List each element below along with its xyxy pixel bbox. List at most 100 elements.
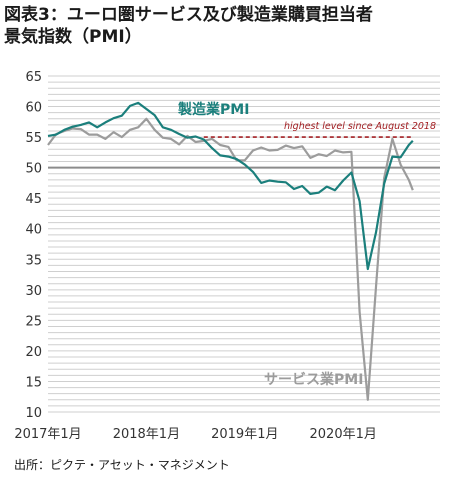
data-point [317,191,319,193]
y-tick-label: 35 [25,253,42,268]
data-point [137,126,139,128]
x-tick-label: 2018年1月 [113,427,180,442]
data-point [399,156,401,158]
data-point [408,144,410,146]
y-tick-label: 25 [25,314,42,329]
data-point [80,128,82,130]
data-point [375,231,377,233]
data-point [88,121,90,123]
data-point [162,126,164,128]
series-line-manufacturing-pmi [47,101,414,271]
data-point [399,163,401,165]
data-point [252,149,254,151]
data-point [285,181,287,183]
data-point [194,135,196,137]
data-point [326,185,328,187]
data-point [244,159,246,161]
data-point [55,133,57,135]
data-point [383,182,385,184]
data-point [391,138,393,140]
data-point [301,145,303,147]
x-axis-tick-labels: 2017年1月 2018年1月 2019年1月 2020年1月 [14,427,377,442]
chart-title: 図表3：ユーロ圏サービス及び製造業購買担当者 景気指数（PMI） [4,4,456,48]
data-point [408,179,410,181]
data-point [342,179,344,181]
data-point [153,129,155,131]
y-tick-label: 30 [25,284,42,299]
data-point [391,155,393,157]
y-tick-label: 45 [25,192,42,207]
data-point [170,138,172,140]
y-tick-label: 60 [25,101,42,116]
data-point [350,151,352,153]
data-point [260,146,262,148]
data-point [47,135,49,137]
data-point [203,138,205,140]
data-point [170,129,172,131]
series-line-services-pmi [47,117,414,401]
data-point [194,141,196,143]
data-point [334,189,336,191]
reference-line-label: highest level since August 2018 [284,121,436,132]
data-point [145,108,147,110]
data-point [244,163,246,165]
y-tick-label: 50 [25,162,42,177]
y-axis-tick-labels: 10 15 20 25 30 35 40 45 50 55 60 65 [25,70,42,421]
source-note: 出所：ピクテ・アセット・マネジメント [14,458,230,472]
data-point [88,133,90,135]
data-point [276,149,278,151]
data-point [219,144,221,146]
data-point [358,311,360,313]
data-point [219,154,221,156]
data-point [293,188,295,190]
y-tick-label: 20 [25,345,42,360]
data-point [268,149,270,151]
data-point [162,137,164,139]
data-point [309,193,311,195]
data-point [178,133,180,135]
data-point [412,189,414,191]
x-tick-label: 2019年1月 [211,427,278,442]
x-tick-label: 2017年1月 [14,427,81,442]
y-tick-label: 55 [25,131,42,146]
data-point [383,177,385,179]
data-point [186,137,188,139]
data-point [260,182,262,184]
data-point [153,114,155,116]
x-tick-label: 2020年1月 [310,427,377,442]
data-point [63,129,65,131]
data-point [412,140,414,142]
data-point [211,138,213,140]
y-tick-label: 15 [25,375,42,390]
data-point [112,131,114,133]
series-label-manufacturing-pmi: 製造業PMI [177,101,249,118]
data-point [104,138,106,140]
y-tick-label: 10 [25,406,42,421]
data-point [227,146,229,148]
data-point [112,117,114,119]
data-point [317,153,319,155]
data-point [367,268,369,270]
data-point [235,158,237,160]
y-gridlines [48,75,440,413]
data-point [121,115,123,117]
data-point [137,102,139,104]
data-point [375,286,377,288]
data-point [211,147,213,149]
data-point [96,133,98,135]
data-point [47,144,49,146]
data-point [129,129,131,131]
data-point [342,151,344,153]
data-point [350,171,352,173]
data-point [293,147,295,149]
data-point [227,155,229,157]
data-point [285,144,287,146]
data-point [121,136,123,138]
data-point [268,179,270,181]
chart-title-line1: 図表3：ユーロ圏サービス及び製造業購買担当者 [4,5,373,25]
data-point [334,149,336,151]
data-point [309,157,311,159]
data-point [80,124,82,126]
series-label-services-pmi: サービス業PMI [264,371,363,388]
